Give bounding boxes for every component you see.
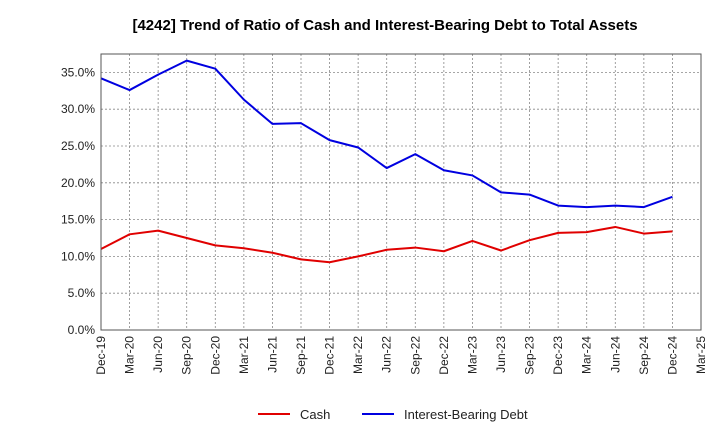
x-tick-label: Jun-23 <box>494 336 508 373</box>
x-tick-label: Dec-21 <box>323 336 337 375</box>
y-tick-label: 5.0% <box>68 286 96 300</box>
series-line-cash <box>100 225 673 264</box>
x-tick-label: Mar-22 <box>351 336 365 374</box>
x-tick-label: Mar-20 <box>123 336 137 374</box>
x-tick-label: Jun-20 <box>151 336 165 373</box>
x-tick-label: Sep-24 <box>637 336 651 375</box>
x-tick-label: Mar-23 <box>465 336 479 374</box>
y-tick-label: 0.0% <box>68 323 96 337</box>
series-layer <box>100 59 673 264</box>
series-line-interest-bearing-debt <box>100 59 673 209</box>
x-tick-label: Jun-21 <box>265 336 279 373</box>
x-tick-label: Dec-22 <box>437 336 451 375</box>
plot-area-border <box>100 53 702 331</box>
x-tick-label: Sep-22 <box>408 336 422 375</box>
y-tick-label: 15.0% <box>61 213 95 227</box>
legend-label-cash: Cash <box>300 407 330 422</box>
grid <box>101 54 701 330</box>
x-tick-label: Mar-21 <box>237 336 251 374</box>
y-tick-label: 35.0% <box>61 65 95 79</box>
x-tick-label: Mar-25 <box>694 336 708 374</box>
x-tick-label: Mar-24 <box>580 336 594 374</box>
y-tick-label: 20.0% <box>61 176 95 190</box>
x-tick-label: Sep-23 <box>523 336 537 375</box>
chart-title: [4242] Trend of Ratio of Cash and Intere… <box>132 17 637 34</box>
x-tick-label: Jun-22 <box>380 336 394 373</box>
y-tick-label: 10.0% <box>61 249 95 263</box>
y-tick-label: 30.0% <box>61 102 95 116</box>
x-tick-label: Dec-24 <box>665 336 679 375</box>
legend-label-interest-bearing-debt: Interest-Bearing Debt <box>404 407 528 422</box>
legend: Cash Interest-Bearing Debt <box>258 407 528 422</box>
x-axis: Dec-19 Mar-20 Jun-20 Sep-20 Dec-20 Mar-21 Jun-… <box>94 336 708 375</box>
y-tick-label: 25.0% <box>61 139 95 153</box>
x-tick-label: Sep-21 <box>294 336 308 375</box>
x-tick-label: Sep-20 <box>180 336 194 375</box>
x-tick-label: Dec-23 <box>551 336 565 375</box>
y-axis: 0.0% 5.0% 10.0% 15.0% 20.0% 25.0% 30.0% 35.0% <box>61 65 95 337</box>
x-tick-label: Dec-19 <box>94 336 108 375</box>
x-tick-label: Jun-24 <box>608 336 622 373</box>
x-tick-label: Dec-20 <box>208 336 222 375</box>
